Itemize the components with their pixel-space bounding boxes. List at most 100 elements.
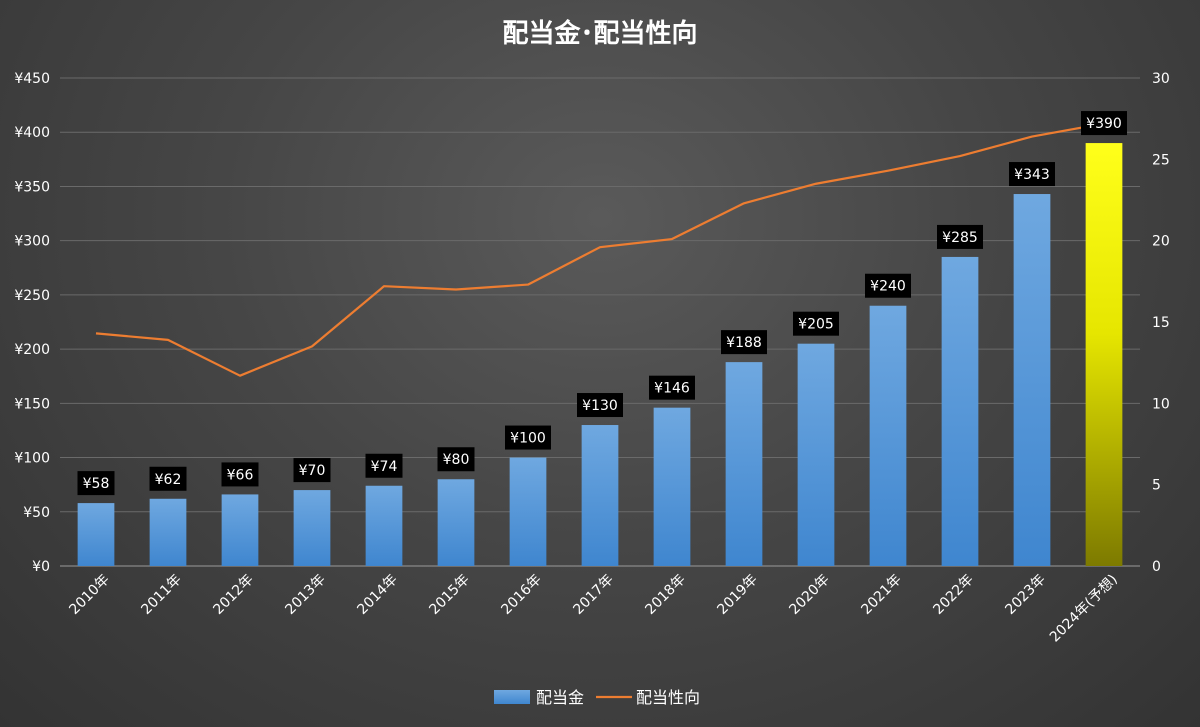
data-label: ¥58	[77, 471, 115, 496]
data-label-text: ¥343	[1014, 167, 1050, 183]
data-label: ¥188	[721, 330, 767, 355]
data-label-text: ¥62	[155, 472, 182, 488]
data-label-box	[721, 330, 767, 355]
y-left-tick-label: ¥100	[14, 451, 50, 467]
x-tick-label: 2011年	[138, 572, 184, 618]
data-label-text: ¥188	[726, 335, 762, 351]
data-label-box	[365, 453, 403, 478]
y-right-tick-label: 20	[1152, 234, 1170, 250]
x-tick-label: 2016年	[498, 572, 544, 618]
y-left-tick-label: ¥150	[14, 396, 50, 412]
y-left-tick-label: ¥200	[14, 342, 50, 358]
bar	[653, 407, 691, 566]
data-label: ¥285	[937, 224, 983, 249]
data-label: ¥343	[1009, 162, 1055, 187]
data-label-text: ¥80	[443, 452, 470, 468]
bar	[941, 256, 979, 566]
y-right-tick-label: 25	[1152, 152, 1170, 168]
data-label-box	[577, 393, 623, 418]
data-label: ¥205	[793, 311, 839, 336]
x-tick-label: 2014年	[354, 572, 400, 618]
y-left-tick-label: ¥50	[23, 505, 50, 521]
data-label: ¥74	[365, 453, 403, 478]
bar	[581, 425, 619, 566]
data-label-text: ¥285	[942, 230, 978, 246]
x-tick-label: 2019年	[714, 572, 760, 618]
x-tick-label: 2015年	[426, 572, 472, 618]
y-right-tick-label: 30	[1152, 71, 1170, 87]
chart-title: 配当金･配当性向	[502, 18, 697, 49]
data-label-box	[793, 311, 839, 336]
x-tick-label: 2022年	[930, 572, 976, 618]
data-label-box	[77, 471, 115, 496]
x-tick-label: 2024年(予想)	[1047, 572, 1121, 646]
x-tick-label: 2012年	[210, 572, 256, 618]
data-label-box	[149, 466, 187, 491]
data-label-text: ¥146	[654, 381, 690, 397]
bar	[77, 503, 115, 566]
data-label-text: ¥390	[1086, 116, 1122, 132]
bar	[293, 490, 331, 566]
bar	[725, 362, 763, 566]
data-label-box	[437, 447, 475, 472]
x-tick-label: 2013年	[282, 572, 328, 618]
y-right-tick-label: 0	[1152, 559, 1161, 575]
data-label-text: ¥70	[299, 463, 326, 479]
x-tick-label: 2020年	[786, 572, 832, 618]
data-label: ¥80	[437, 447, 475, 472]
data-label-box	[937, 224, 983, 249]
data-label: ¥100	[505, 425, 551, 450]
bar	[221, 494, 259, 566]
x-tick-label: 2023年	[1002, 572, 1048, 618]
data-label-text: ¥66	[227, 467, 254, 483]
data-label: ¥62	[149, 466, 187, 491]
data-label-text: ¥240	[870, 279, 906, 295]
data-label-box	[221, 462, 259, 487]
data-label: ¥70	[293, 458, 331, 483]
bar	[149, 498, 187, 566]
data-label-box	[1081, 111, 1127, 136]
data-label-box	[865, 273, 911, 298]
bar	[869, 305, 907, 566]
data-label-box	[649, 375, 695, 400]
data-label-text: ¥74	[371, 459, 398, 475]
bar	[365, 485, 403, 566]
data-label-text: ¥58	[83, 476, 110, 492]
y-left-tick-label: ¥0	[32, 559, 50, 575]
data-label-text: ¥130	[582, 398, 618, 414]
data-label-text: ¥100	[510, 431, 546, 447]
y-left-tick-label: ¥250	[14, 288, 50, 304]
bar	[509, 457, 547, 566]
payout-ratio-line	[95, 122, 1105, 377]
data-label: ¥240	[865, 273, 911, 298]
x-tick-label: 2021年	[858, 572, 904, 618]
data-label-box	[293, 458, 331, 483]
line-series	[95, 122, 1105, 377]
bar	[1013, 194, 1051, 566]
bar	[1085, 143, 1123, 567]
y-left-tick-label: ¥300	[14, 234, 50, 250]
y-right-tick-label: 15	[1152, 315, 1170, 331]
data-label: ¥390	[1081, 111, 1127, 136]
x-tick-label: 2018年	[642, 572, 688, 618]
y-left-tick-label: ¥350	[14, 179, 50, 195]
x-tick-label: 2017年	[570, 572, 616, 618]
y-right-tick-label: 5	[1152, 478, 1161, 494]
data-labels: ¥58 ¥62 ¥66 ¥70 ¥74 ¥80 ¥100 ¥130 ¥146 ¥188 ¥205 ¥2…	[77, 111, 1127, 496]
bar	[437, 479, 475, 566]
legend-label-dividend: 配当金	[536, 688, 584, 707]
bar	[797, 343, 835, 566]
legend-label-payout: 配当性向	[636, 688, 700, 707]
y-right-tick-label: 10	[1152, 396, 1170, 412]
data-label: ¥66	[221, 462, 259, 487]
data-label-box	[1009, 162, 1055, 187]
data-label-box	[505, 425, 551, 450]
data-label: ¥130	[577, 393, 623, 418]
bar-series	[77, 143, 1123, 567]
y-left-tick-label: ¥450	[14, 71, 50, 87]
x-tick-label: 2010年	[66, 572, 112, 618]
data-label: ¥146	[649, 375, 695, 400]
legend-bar-swatch	[494, 690, 530, 704]
